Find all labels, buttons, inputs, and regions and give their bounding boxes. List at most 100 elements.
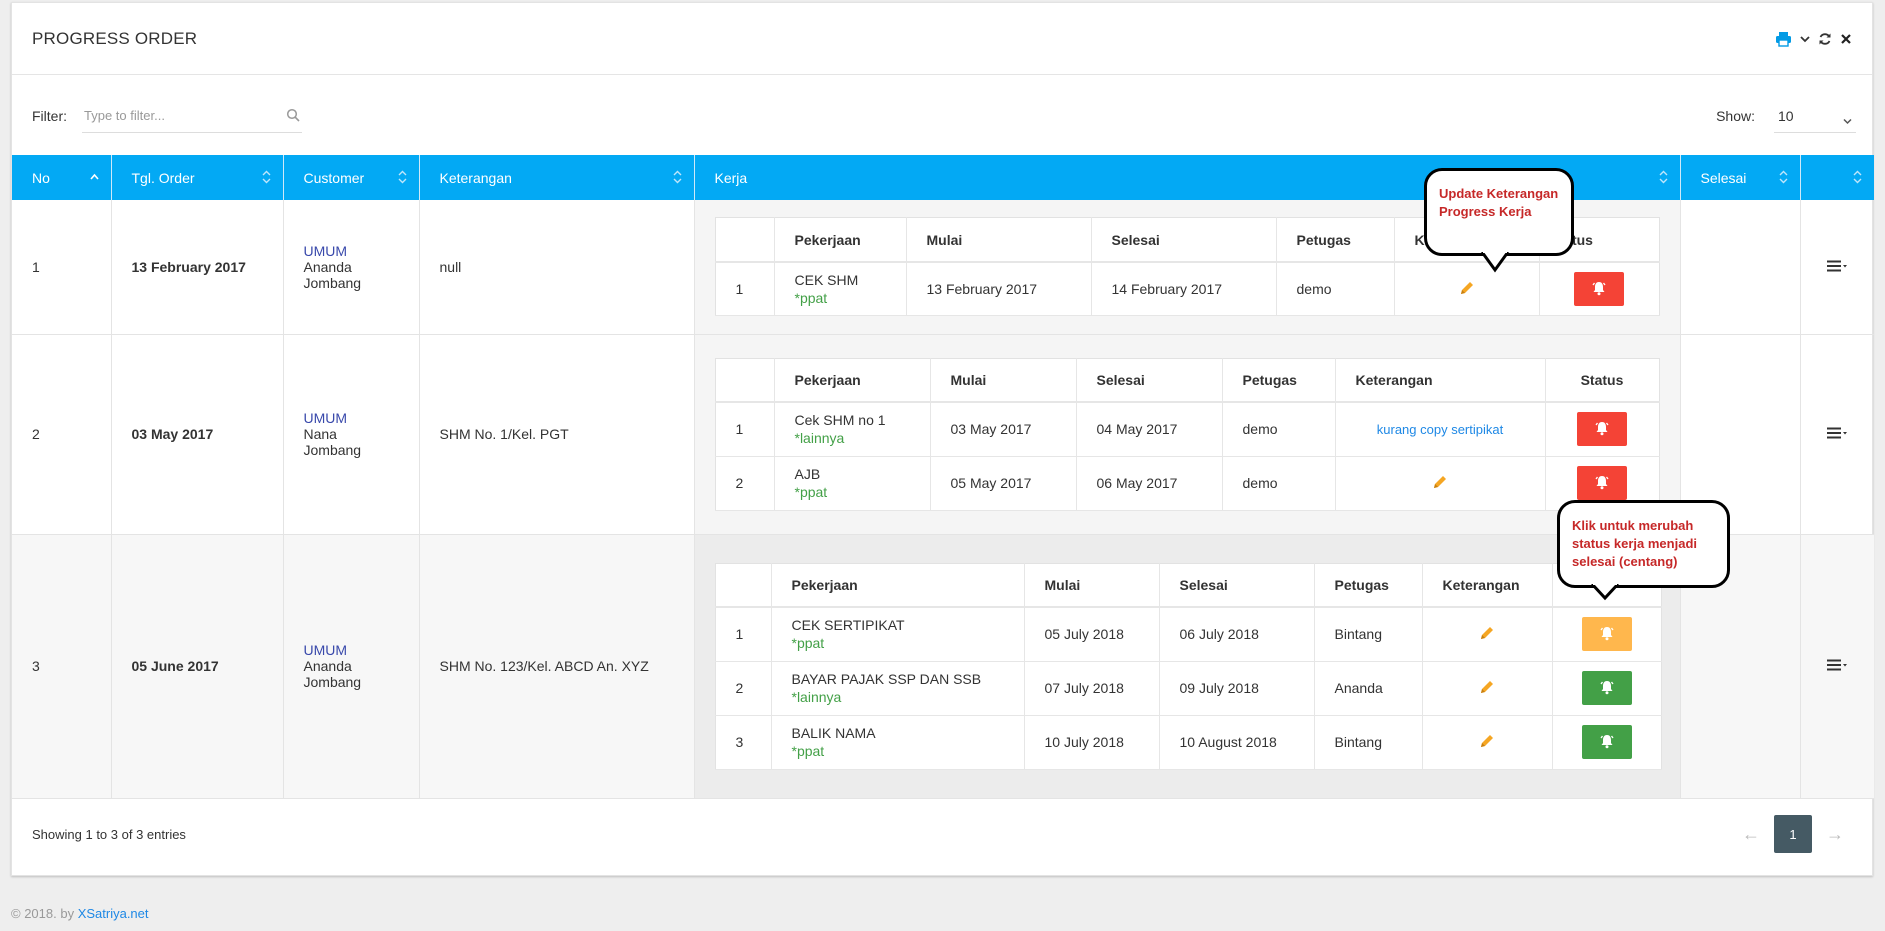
tasks-table: Pekerjaan Mulai Selesai Petugas Keterang… xyxy=(714,562,1662,770)
table-row: 1 13 February 2017 UMUM Ananda Jombang n… xyxy=(12,200,1874,335)
col-petugas: Petugas xyxy=(1314,563,1423,608)
task-row: 2 AJB *ppat 05 May 2017 06 May 2017 demo xyxy=(715,456,1659,511)
customer-city: Jombang xyxy=(303,674,362,690)
next-page-button[interactable]: → xyxy=(1826,823,1844,844)
page-1-button[interactable]: 1 xyxy=(1774,815,1812,853)
customer-name: Ananda xyxy=(303,258,352,275)
status-button[interactable] xyxy=(1581,617,1632,652)
bell-icon xyxy=(1594,474,1610,493)
task-note-link[interactable]: kurang copy sertipikat xyxy=(1376,422,1504,438)
col-mulai: Mulai xyxy=(1024,563,1160,608)
chevron-down-icon[interactable] xyxy=(1800,30,1810,48)
filter-input[interactable] xyxy=(82,99,272,132)
status-button[interactable] xyxy=(1577,412,1627,447)
task-start: 10 July 2018 xyxy=(1024,715,1160,770)
filter-label: Filter: xyxy=(32,108,67,124)
bell-icon xyxy=(1594,420,1610,439)
task-officer: demo xyxy=(1276,261,1395,317)
author-link[interactable]: XSatriya.net xyxy=(77,906,149,921)
status-button[interactable] xyxy=(1581,725,1632,759)
sort-icon xyxy=(262,170,271,187)
task-start: 03 May 2017 xyxy=(930,402,1077,457)
order-no: 2 xyxy=(12,334,112,535)
task-category: *lainnya xyxy=(794,430,845,447)
status-button[interactable] xyxy=(1577,466,1627,500)
table-row: 2 03 May 2017 UMUM Nana Jombang SHM No. … xyxy=(12,334,1874,535)
task-status-cell xyxy=(1552,607,1661,662)
chevron-down-icon xyxy=(1843,112,1852,128)
col-no[interactable]: No xyxy=(12,155,112,200)
task-note-cell xyxy=(1422,607,1553,662)
menu-icon[interactable] xyxy=(1826,259,1848,275)
pencil-icon[interactable] xyxy=(1479,679,1495,695)
panel-header: PROGRESS ORDER xyxy=(12,3,1872,75)
printer-icon[interactable] xyxy=(1775,30,1792,48)
task-officer: Bintang xyxy=(1314,607,1423,662)
order-keterangan: SHM No. 123/Kel. ABCD An. XYZ xyxy=(419,534,695,799)
pencil-icon[interactable] xyxy=(1459,280,1475,296)
status-button[interactable] xyxy=(1581,671,1632,705)
col-keterangan[interactable]: Keterangan xyxy=(419,155,695,200)
status-button[interactable] xyxy=(1574,272,1624,306)
order-no: 3 xyxy=(12,534,112,799)
task-no: 1 xyxy=(715,261,775,317)
menu-icon[interactable] xyxy=(1826,426,1848,442)
sort-icon xyxy=(398,170,407,187)
task-officer: Bintang xyxy=(1314,715,1423,770)
entries-info: Showing 1 to 3 of 3 entries xyxy=(32,827,186,842)
col-mulai: Mulai xyxy=(930,358,1077,403)
table-row: 3 05 June 2017 UMUM Ananda Jombang SHM N… xyxy=(12,534,1874,799)
col-pekerjaan: Pekerjaan xyxy=(774,217,907,263)
close-icon[interactable] xyxy=(1840,30,1852,48)
task-end: 14 February 2017 xyxy=(1091,261,1277,317)
kerja-cell: Pekerjaan Mulai Selesai Petugas Keterang… xyxy=(694,334,1681,535)
col-selesai[interactable]: Selesai xyxy=(1680,155,1801,200)
col-keterangan: Keterangan xyxy=(1335,358,1546,403)
prev-page-button[interactable]: ← xyxy=(1742,823,1760,844)
menu-icon[interactable] xyxy=(1826,658,1848,674)
task-start: 05 May 2017 xyxy=(930,456,1077,511)
progress-order-panel: PROGRESS ORDER Filter: Show: 10 xyxy=(11,2,1874,876)
task-no: 1 xyxy=(715,607,772,662)
row-menu-cell xyxy=(1800,534,1874,799)
task-name: CEK SERTIPIKAT xyxy=(791,617,905,634)
refresh-icon[interactable] xyxy=(1818,30,1832,48)
task-name: AJB xyxy=(794,466,821,482)
task-row: 1 CEK SERTIPIKAT *ppat 05 July 2018 06 Ju… xyxy=(715,607,1661,662)
page-size-value: 10 xyxy=(1778,108,1794,124)
task-category: *ppat xyxy=(794,484,828,500)
task-status-cell xyxy=(1552,661,1661,716)
col-status: Status xyxy=(1545,358,1659,403)
col-order-date[interactable]: Tgl. Order xyxy=(111,155,284,200)
task-start: 07 July 2018 xyxy=(1024,661,1160,716)
task-note-cell xyxy=(1422,661,1553,716)
task-name: CEK SHM xyxy=(794,272,859,288)
task-start: 05 July 2018 xyxy=(1024,607,1160,662)
pencil-icon[interactable] xyxy=(1479,625,1495,641)
order-date: 03 May 2017 xyxy=(111,334,284,535)
task-status-cell xyxy=(1545,402,1659,457)
task-row: 3 BALIK NAMA *ppat 10 July 2018 10 August… xyxy=(715,715,1661,770)
order-keterangan: SHM No. 1/Kel. PGT xyxy=(419,334,695,535)
pencil-icon[interactable] xyxy=(1432,474,1448,490)
task-name-cell: CEK SHM *ppat xyxy=(774,261,907,317)
orders-table-header: No Tgl. Order Customer Keterangan Kerja … xyxy=(12,155,1874,200)
customer-city: Jombang xyxy=(303,274,362,291)
task-start: 13 February 2017 xyxy=(906,261,1092,317)
col-customer[interactable]: Customer xyxy=(283,155,420,200)
filter-bar: Filter: Show: 10 xyxy=(12,76,1872,156)
col-keterangan: Keterangan xyxy=(1422,563,1553,608)
task-note-cell xyxy=(1394,261,1540,317)
task-status-cell xyxy=(1539,261,1659,317)
sort-asc-icon xyxy=(89,170,99,187)
col-pekerjaan: Pekerjaan xyxy=(774,358,931,403)
pencil-icon[interactable] xyxy=(1479,733,1495,749)
page-size-select[interactable]: 10 xyxy=(1774,99,1856,133)
order-keterangan: null xyxy=(419,200,695,335)
col-mulai: Mulai xyxy=(906,217,1092,263)
col-actions[interactable] xyxy=(1800,155,1874,200)
order-date: 13 February 2017 xyxy=(111,200,284,335)
customer-type: UMUM xyxy=(303,410,348,426)
customer-type: UMUM xyxy=(303,642,348,658)
header-tools xyxy=(1775,30,1852,48)
